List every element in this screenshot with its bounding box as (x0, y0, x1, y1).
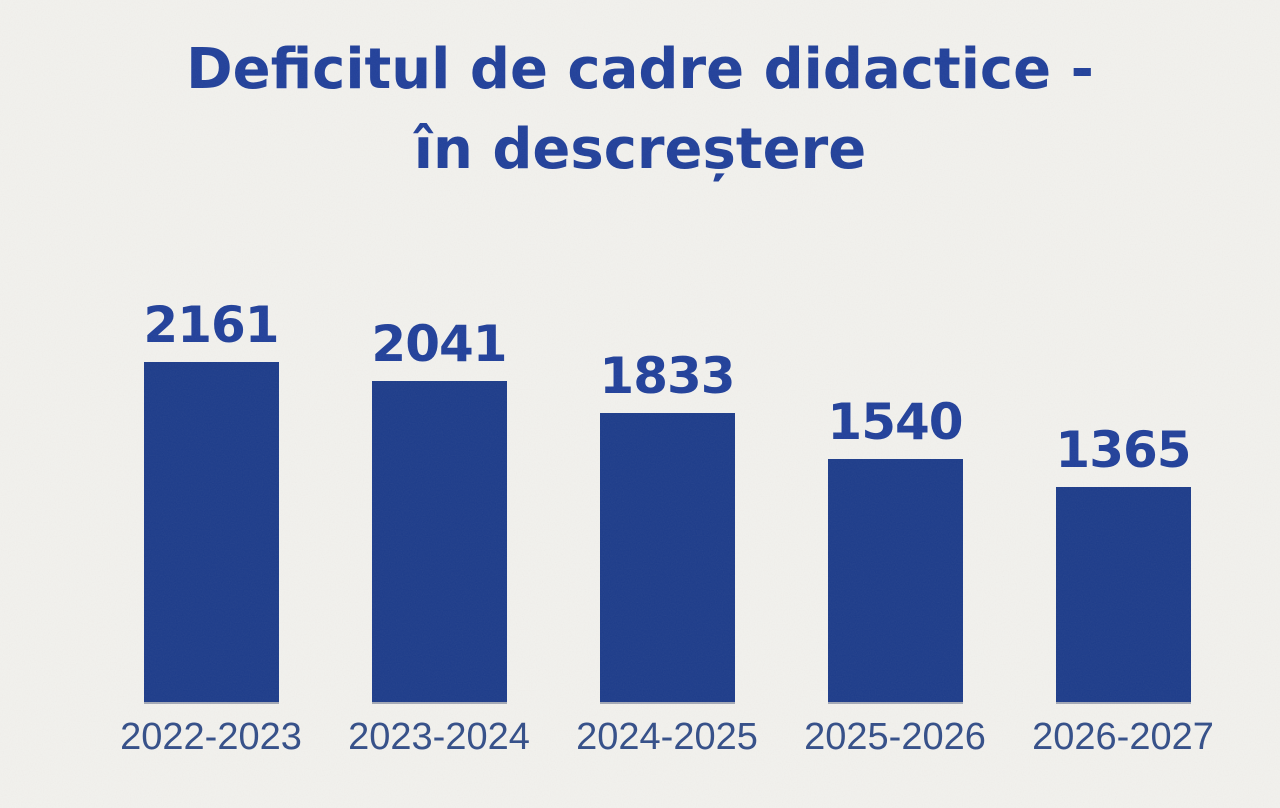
bar (143, 362, 279, 702)
x-axis-label: 2026-2027 (1032, 716, 1214, 758)
bar (599, 413, 735, 702)
chart-title-line1: Deficitul de cadre didactice - (186, 37, 1094, 102)
x-axis-label: 2025-2026 (804, 716, 986, 758)
bar-value-label: 1365 (1055, 421, 1191, 479)
chart-title-line2: în descreștere (413, 116, 867, 182)
chart-title: Deficitul de cadre didactice - în descreș… (0, 30, 1280, 189)
x-axis-label: 2023-2024 (348, 716, 530, 758)
bar-column: 2041 2023-2024 (348, 290, 530, 760)
bar-value-label: 2161 (143, 296, 279, 354)
bar-value-label: 2041 (371, 315, 507, 373)
bar (827, 459, 963, 702)
bar (1055, 487, 1191, 702)
bar-column: 1365 2026-2027 (1032, 290, 1214, 760)
bar-column: 1833 2024-2025 (576, 290, 758, 760)
x-axis-label: 2022-2023 (120, 716, 302, 758)
bar-value-label: 1540 (827, 393, 963, 451)
bar-value-label: 1833 (599, 347, 735, 405)
x-axis-label: 2024-2025 (576, 716, 758, 758)
bar (371, 381, 507, 702)
bar-column: 1540 2025-2026 (804, 290, 986, 760)
bar-chart: 2161 2022-2023 2041 2023-2024 1833 2024-2025 1… (0, 290, 1280, 760)
bar-column: 2161 2022-2023 (120, 290, 302, 760)
